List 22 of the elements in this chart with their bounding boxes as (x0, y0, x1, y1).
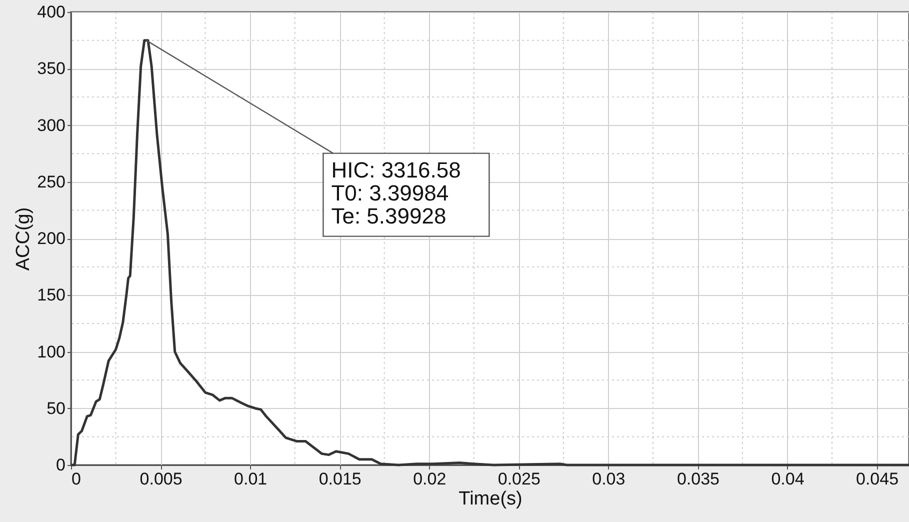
x-tick-label: 0.03 (592, 470, 626, 488)
y-axis-title: ACC(g) (13, 207, 34, 271)
y-tick-label: 50 (46, 398, 66, 418)
y-tick-label: 350 (37, 59, 66, 78)
y-tick-label: 100 (37, 342, 66, 362)
y-tick-label: 0 (56, 456, 66, 474)
x-axis-title: Time(s) (458, 488, 522, 510)
x-tick-label: 0.035 (676, 470, 720, 488)
x-tick-label: 0.01 (234, 470, 268, 488)
x-tick-label: 0.02 (413, 470, 446, 488)
y-tick-label: 400 (37, 2, 66, 22)
x-tick-label: 0.045 (856, 470, 899, 488)
y-tick-label: 250 (37, 172, 66, 192)
x-tick-label: 0.025 (498, 470, 540, 488)
y-tick-label: 150 (37, 286, 66, 305)
x-tick-label: 0.04 (771, 470, 804, 488)
y-tick-label: 300 (37, 116, 66, 135)
annotation: HIC: 3316.58 T0: 3.39984 Te: 5.39928 (331, 157, 461, 228)
x-tick-label: 0.005 (140, 470, 182, 488)
x-tick-label: 0 (72, 470, 81, 488)
y-tick-label: 200 (37, 229, 66, 248)
x-tick-label: 0.015 (318, 470, 362, 488)
